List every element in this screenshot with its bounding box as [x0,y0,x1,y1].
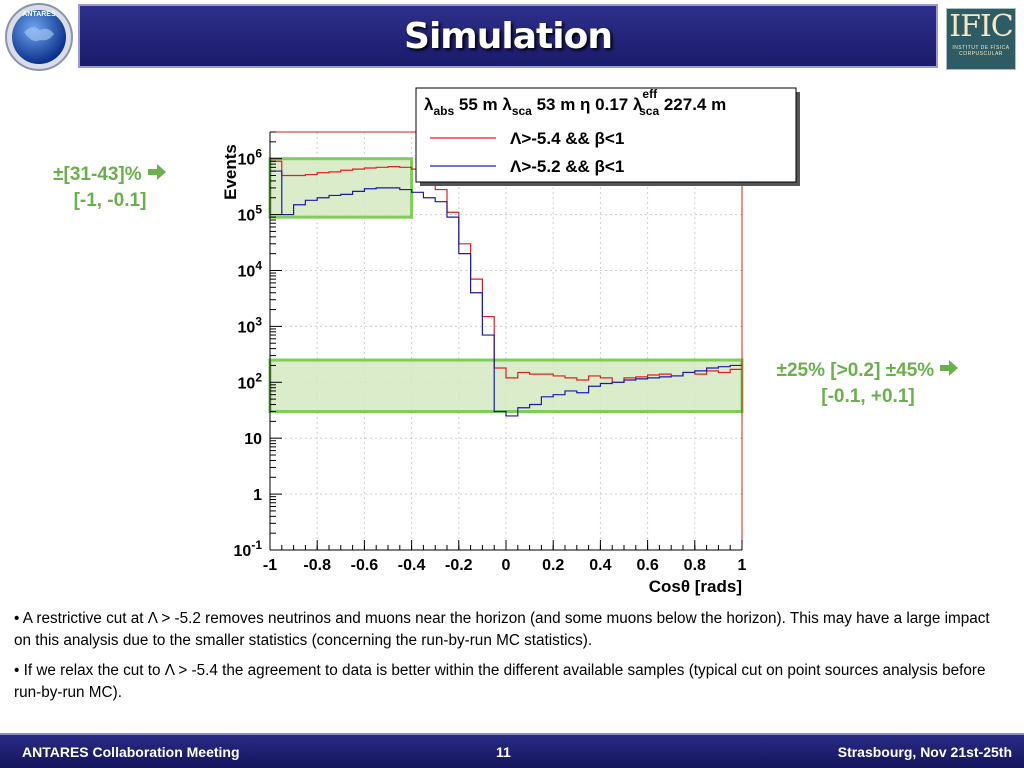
annotation-left: ±[31-43]% [-1, -0.1] [30,162,190,214]
page-title: Simulation [404,15,613,57]
series-line-1 [270,160,742,383]
x-tick-label: 0.2 [542,557,564,574]
x-tick-label: -0.4 [398,557,426,574]
legend-label-1: Λ>-5.4 && β<1 [510,129,624,148]
bullet-1: • A restrictive cut at Λ > -5.2 removes … [14,610,990,649]
annotation-right-line2: [-0.1, +0.1] [821,386,915,407]
x-tick-label: -0.2 [445,557,473,574]
x-tick-label: -1 [263,557,277,574]
y-axis-label: Events [221,144,240,200]
footer-bar: ANTARES Collaboration Meeting 11 Strasbo… [0,733,1024,768]
annotation-left-line1: ±[31-43]% [53,164,142,185]
x-tick-label: -0.6 [351,557,379,574]
y-tick-label: 103 [238,314,263,336]
x-tick-label: -0.8 [303,557,331,574]
histogram-chart: -1 -0.8 -0.6 -0.4 -0.2 0 0.2 0.4 0.6 0.8 1 10-1 1 10 1… [221,87,800,596]
bullet-2: • If we relax the cut to Λ > -5.4 the ag… [14,662,986,701]
y-tick-label: 10-1 [234,538,263,560]
annotation-right: ±25% [>0.2] ±45% [-0.1, +0.1] [748,358,988,410]
svg-text:ANTARES: ANTARES [22,11,56,18]
y-tick-label: 102 [238,370,263,392]
ific-logo-subtext: INSTITUT DE FÍSICA CORPUSCULAR [952,45,1010,57]
title-bar: Simulation [78,4,938,68]
x-tick-label: 1 [738,557,747,574]
ific-logo: IFIC INSTITUT DE FÍSICA CORPUSCULAR [946,8,1016,70]
x-tick-label: 0.8 [684,557,706,574]
y-tick-label: 1 [253,487,262,504]
y-tick-label: 104 [238,258,263,280]
x-tick-label: 0.4 [589,557,611,574]
y-tick-label: 106 [238,147,263,169]
y-tick-label: 10 [244,431,262,448]
footer-right-text: Strasbourg, Nov 21st-25th [837,744,1012,760]
footer-left-text: ANTARES Collaboration Meeting [22,744,240,760]
x-axis-label: Cosθ [rads] [649,577,742,596]
arrow-right-icon [939,358,959,384]
arrow-right-icon [147,162,167,188]
bullet-list: • A restrictive cut at Λ > -5.2 removes … [14,608,1004,712]
x-tick-label: 0.6 [636,557,658,574]
ific-logo-text: IFIC [949,9,1013,44]
y-tick-label: 105 [238,203,263,225]
annotation-right-line1: ±25% [>0.2] ±45% [776,360,935,381]
series-line-2 [270,170,742,417]
legend-header: λabs 55 m λsca 53 m η 0.17 λeff sca 227.4… [424,87,726,118]
legend-label-2: Λ>-5.2 && β<1 [510,157,624,176]
page-number: 11 [496,744,511,760]
annotation-left-line2: [-1, -0.1] [73,190,147,211]
antares-logo: ANTARES [4,2,74,72]
x-tick-label: 0 [502,557,511,574]
